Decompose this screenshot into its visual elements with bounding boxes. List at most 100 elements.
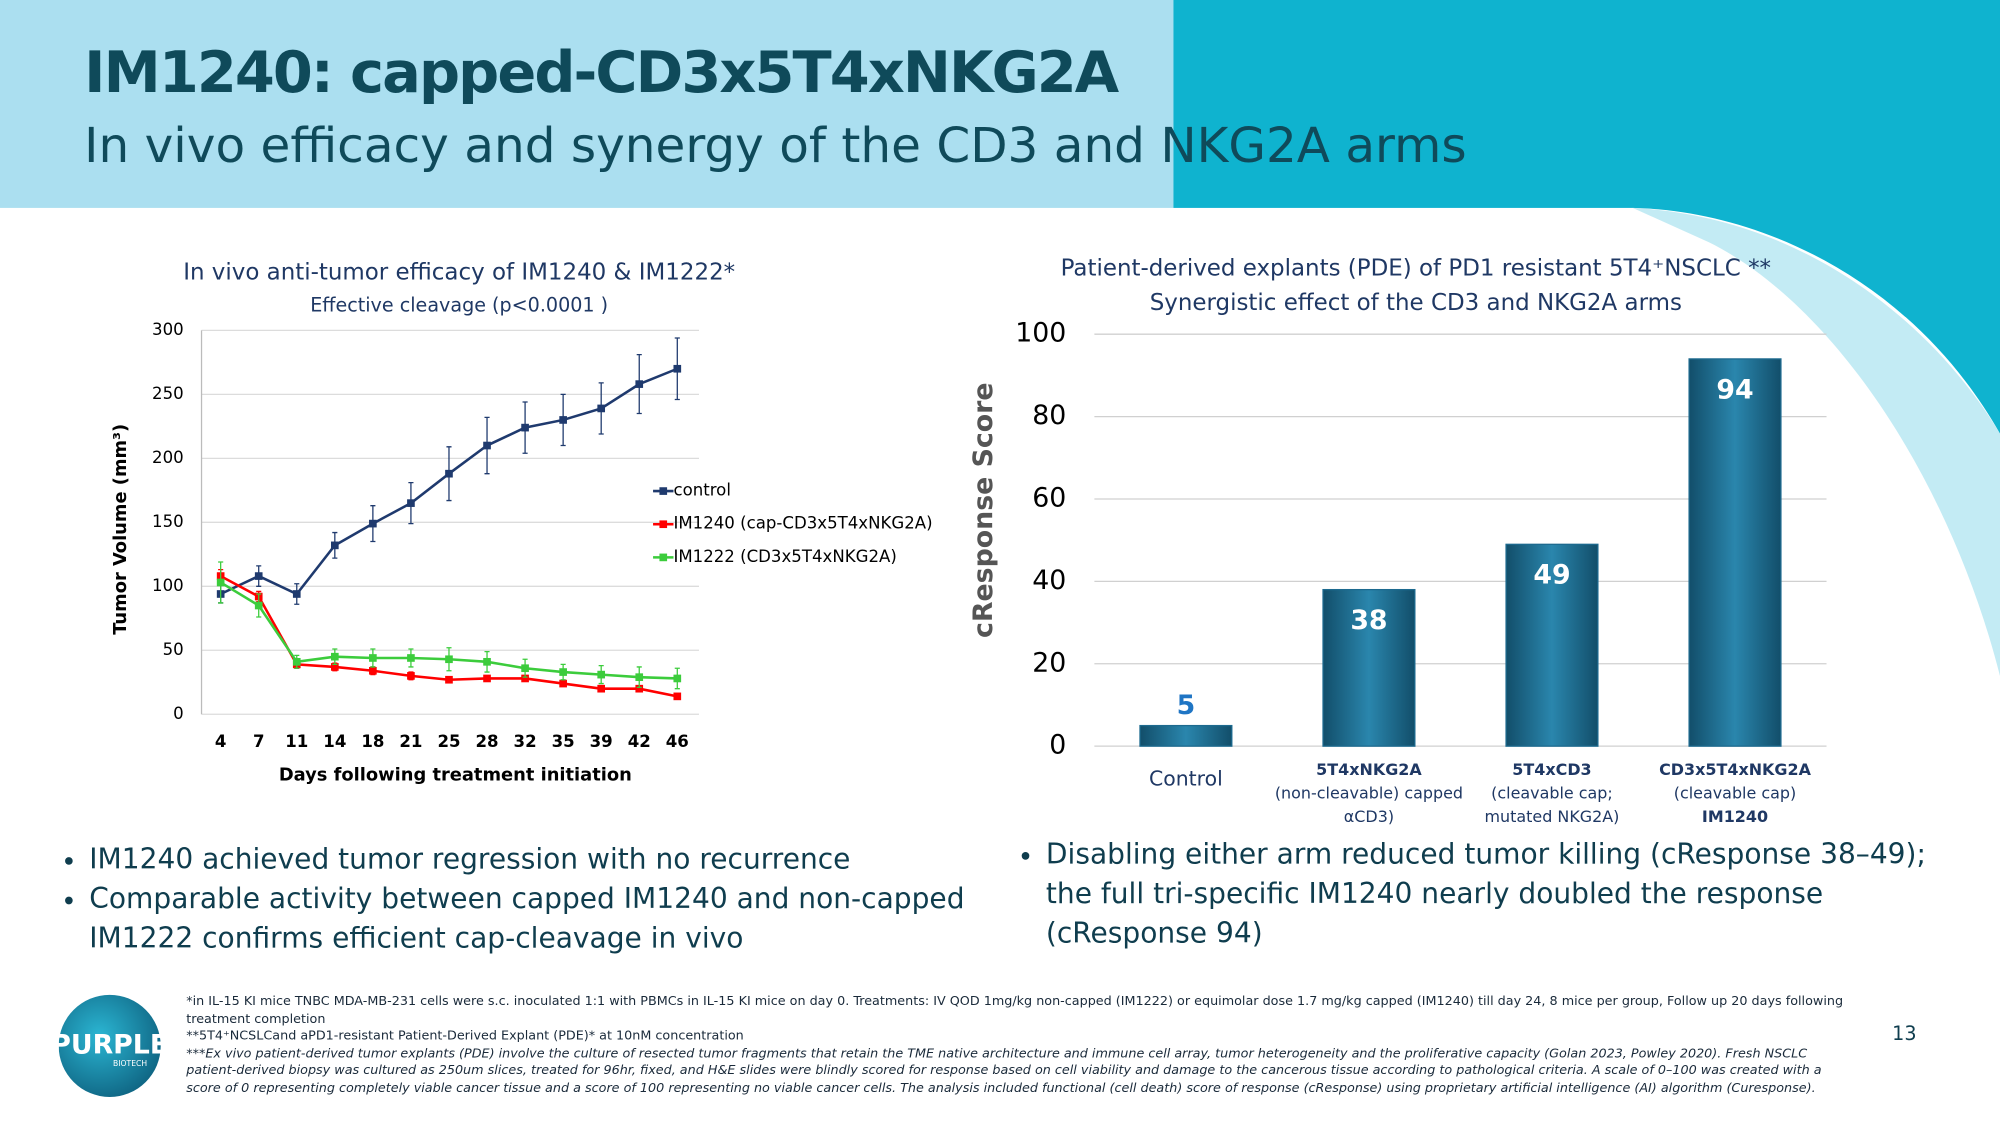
point [483, 441, 491, 450]
x-tick-label: αCD3) [1344, 807, 1394, 826]
y-tick-label: 60 [1032, 482, 1066, 513]
y-tick-label: 20 [1032, 647, 1066, 678]
value-label: 94 [1716, 374, 1753, 405]
x-tick-label: (cleavable cap) [1674, 784, 1796, 803]
point [407, 672, 415, 680]
x-axis-label: Days following treatment initiation [279, 765, 632, 786]
x-tick-label: IM1240 [1702, 807, 1768, 826]
x-tick-label: 42 [628, 732, 651, 751]
page-number: 13 [1892, 1022, 1916, 1045]
y-tick-label: 0 [173, 704, 184, 723]
point [597, 670, 606, 679]
footnote: **5T4⁺NCSLCand aPD1-resistant Patient-De… [186, 1029, 744, 1044]
legend-label: IM1222 (CD3x5T4xNKG2A) [673, 547, 896, 566]
logo-circle [58, 994, 161, 1097]
footnotes: *in IL-15 KI mice TNBC MDA-MB-231 cells … [186, 994, 1857, 1097]
point [369, 519, 377, 528]
point [216, 578, 225, 587]
bullet: IM1240 achieved tumor regression with no… [89, 841, 1007, 881]
y-tick-label: 0 [1049, 730, 1066, 761]
point [445, 675, 453, 684]
point [597, 684, 606, 693]
point [292, 657, 301, 666]
footnote: ***Ex vivo patient-derived tumor explant… [186, 1046, 1822, 1096]
x-tick-label: 4 [215, 732, 227, 751]
bullet: Comparable activity between capped IM124… [89, 880, 1007, 959]
x-tick-label: 7 [253, 732, 265, 751]
y-tick-label: 250 [152, 384, 184, 403]
point [292, 590, 301, 598]
point [407, 499, 415, 507]
point [521, 664, 529, 673]
point [330, 652, 339, 661]
x-tick-label: 11 [285, 732, 308, 751]
x-tick-label: Control [1149, 766, 1223, 790]
x-tick-label: mutated NKG2A) [1485, 807, 1620, 826]
y-axis-label: Tumor Volume (mm³) [110, 424, 131, 635]
point [521, 423, 529, 432]
point [673, 674, 682, 683]
x-tick-label: 28 [475, 732, 498, 751]
chart-subtitle: Effective cleavage (p<0.0001 ) [310, 294, 608, 317]
point [673, 692, 682, 701]
chart-title: Synergistic effect of the CD3 and NKG2A … [1150, 290, 1682, 316]
y-tick-label: 100 [1015, 318, 1066, 349]
header-accent [1173, 0, 2000, 434]
side-accent [1632, 207, 2000, 677]
x-tick-label: CD3x5T4xNKG2A [1659, 760, 1811, 779]
x-tick-label: 5T4xCD3 [1512, 760, 1591, 779]
chart-title: Patient-derived explants (PDE) of PD1 re… [1061, 256, 1771, 282]
legend-marker [659, 520, 668, 529]
bar [1322, 588, 1416, 747]
point [559, 416, 567, 424]
point [521, 674, 529, 683]
x-tick-label: 25 [437, 732, 460, 751]
x-tick-label: 39 [590, 732, 613, 751]
slide-subtitle: In vivo efficacy and synergy of the CD3 … [84, 117, 1467, 174]
point [330, 541, 339, 550]
point [483, 674, 491, 683]
point [483, 657, 491, 666]
legend-label: IM1240 (cap-CD3x5T4xNKG2A) [673, 514, 932, 533]
x-tick-label: 14 [323, 732, 346, 751]
x-tick-label: 46 [666, 732, 689, 751]
value-label: 49 [1533, 560, 1570, 591]
x-tick-label: 32 [514, 732, 537, 751]
point [635, 380, 644, 388]
chart-title: In vivo anti-tumor efficacy of IM1240 & … [183, 259, 735, 285]
point [369, 666, 377, 675]
y-tick-label: 200 [152, 448, 184, 467]
y-tick-label: 150 [152, 512, 184, 531]
point [369, 654, 377, 662]
point [673, 364, 682, 373]
slide-title: IM1240: capped-CD3x5T4xNKG2A [84, 38, 1119, 106]
y-tick-label: 100 [152, 576, 184, 595]
legend-marker [659, 487, 668, 495]
bar [1139, 724, 1233, 747]
value-label: 38 [1350, 605, 1387, 636]
bar [1505, 543, 1599, 747]
value-label: 5 [1177, 690, 1196, 721]
point [559, 679, 567, 688]
point [635, 673, 644, 681]
bullet: Disabling either arm reduced tumor killi… [1046, 835, 1939, 954]
point [445, 655, 453, 664]
x-tick-label: 18 [361, 732, 384, 751]
x-tick-label: 21 [399, 732, 422, 751]
y-tick-label: 40 [1032, 565, 1066, 596]
point [407, 654, 415, 662]
y-tick-label: 300 [152, 320, 184, 339]
footnote: *in IL-15 KI mice TNBC MDA-MB-231 cells … [186, 994, 1844, 1027]
bar [1688, 358, 1782, 747]
bullets-right: Disabling either arm reduced tumor killi… [1000, 835, 1939, 954]
point [254, 601, 263, 610]
logo-text: PURPLE [51, 1029, 168, 1060]
legend-marker [659, 553, 668, 562]
point [597, 404, 606, 413]
point [445, 469, 453, 478]
x-tick-label: (non-cleavable) capped [1275, 784, 1463, 803]
point [330, 663, 339, 671]
y-tick-label: 80 [1032, 400, 1066, 431]
